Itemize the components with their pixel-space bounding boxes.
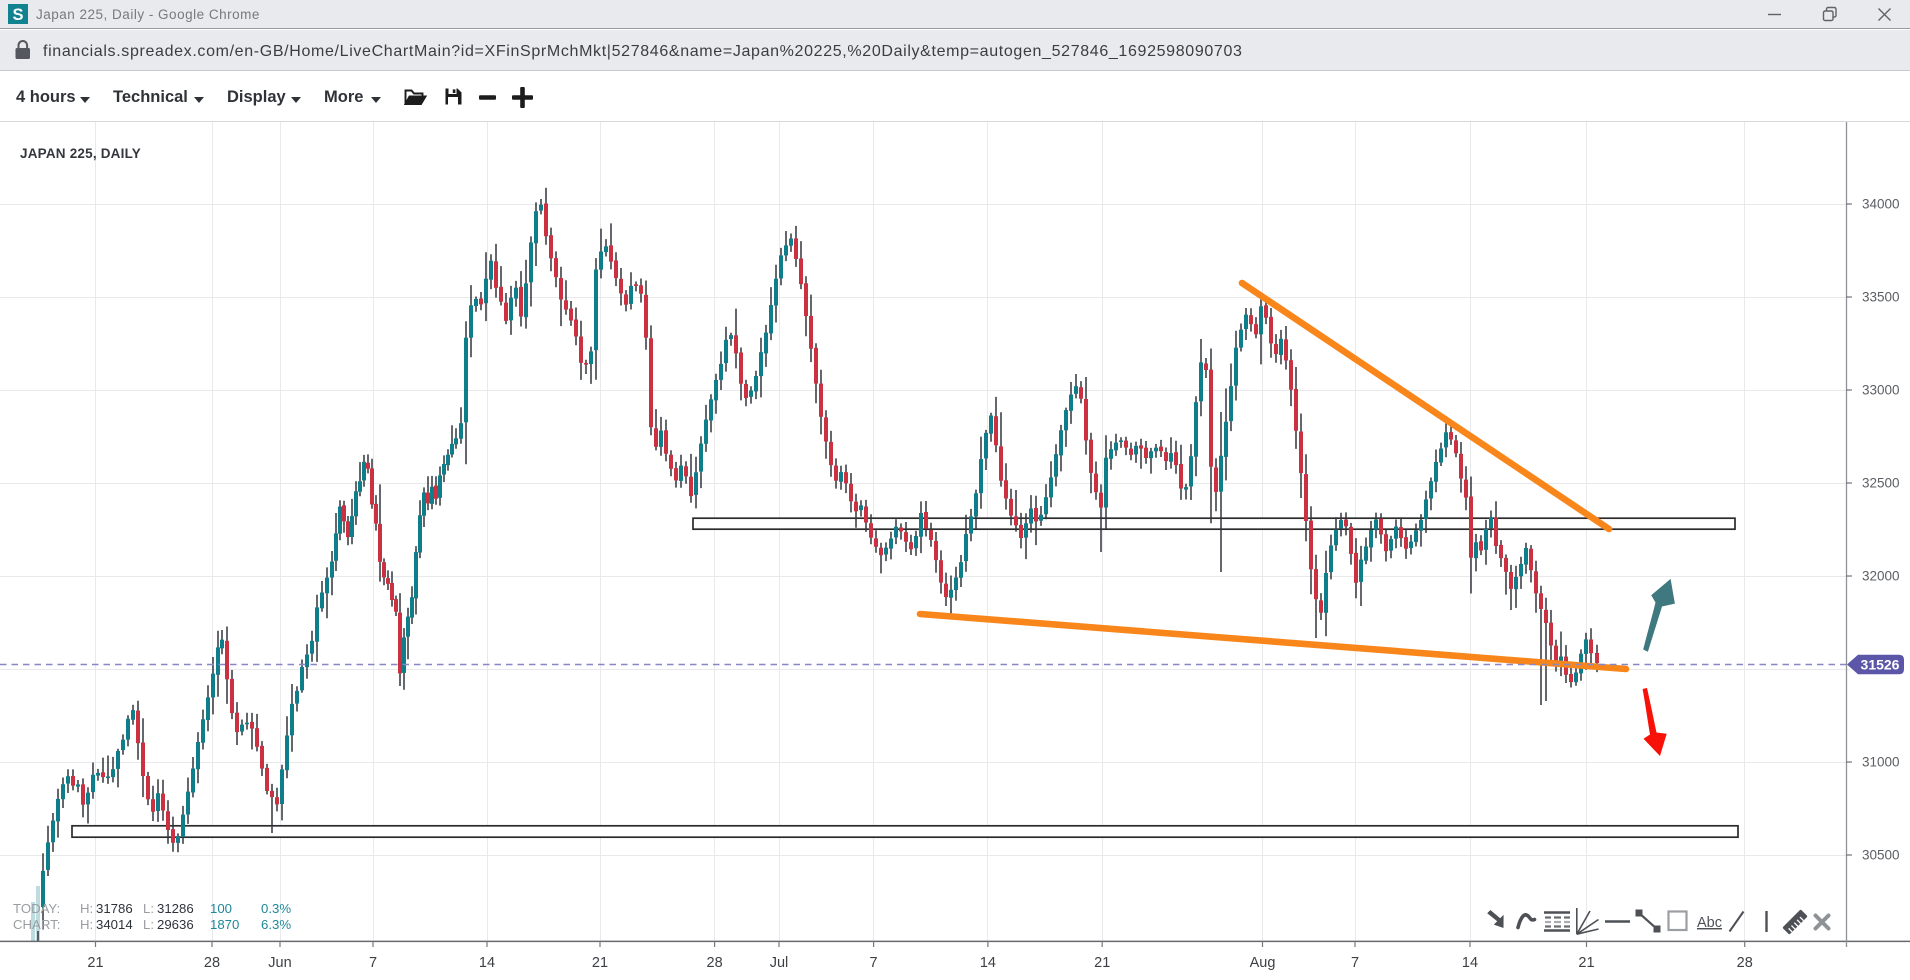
svg-text:34000: 34000 xyxy=(1862,197,1900,212)
svg-text:34014: 34014 xyxy=(96,917,133,932)
svg-text:28: 28 xyxy=(707,955,723,971)
svg-text:21: 21 xyxy=(592,955,608,971)
svg-text:L:: L: xyxy=(143,901,154,916)
svg-text:31786: 31786 xyxy=(96,901,133,916)
svg-text:30500: 30500 xyxy=(1862,848,1900,863)
svg-text:31286: 31286 xyxy=(157,901,194,916)
svg-text:H:: H: xyxy=(80,917,93,932)
svg-text:33500: 33500 xyxy=(1862,290,1900,305)
svg-text:100: 100 xyxy=(210,901,232,916)
svg-text:7: 7 xyxy=(369,955,377,971)
svg-text:28: 28 xyxy=(1737,955,1753,971)
svg-text:14: 14 xyxy=(980,955,996,971)
svg-text:32500: 32500 xyxy=(1862,476,1900,491)
svg-text:JAPAN 225, DAILY: JAPAN 225, DAILY xyxy=(20,146,141,161)
svg-text:TODAY:: TODAY: xyxy=(13,901,60,916)
svg-text:Abc: Abc xyxy=(1697,915,1722,931)
svg-text:32000: 32000 xyxy=(1862,569,1900,584)
svg-text:29636: 29636 xyxy=(157,917,194,932)
svg-text:31000: 31000 xyxy=(1862,755,1900,770)
svg-text:14: 14 xyxy=(479,955,495,971)
svg-text:28: 28 xyxy=(204,955,220,971)
svg-text:financials.spreadex.com/en-GB/: financials.spreadex.com/en-GB/Home/LiveC… xyxy=(43,43,1243,60)
svg-text:1870: 1870 xyxy=(210,917,239,932)
svg-text:7: 7 xyxy=(870,955,878,971)
svg-text:31526: 31526 xyxy=(1861,657,1900,673)
svg-text:14: 14 xyxy=(1462,955,1478,971)
svg-text:L:: L: xyxy=(143,917,154,932)
svg-text:CHART:: CHART: xyxy=(13,917,60,932)
svg-text:21: 21 xyxy=(87,955,103,971)
svg-text:Japan 225, Daily - Google Chro: Japan 225, Daily - Google Chrome xyxy=(36,7,260,22)
svg-text:Jun: Jun xyxy=(268,955,291,971)
svg-text:S: S xyxy=(12,6,23,24)
svg-text:33000: 33000 xyxy=(1862,383,1900,398)
svg-text:0.3%: 0.3% xyxy=(261,901,291,916)
svg-text:H:: H: xyxy=(80,901,93,916)
svg-text:Jul: Jul xyxy=(770,955,789,971)
svg-text:21: 21 xyxy=(1094,955,1110,971)
svg-text:7: 7 xyxy=(1351,955,1359,971)
svg-text:21: 21 xyxy=(1578,955,1594,971)
svg-text:6.3%: 6.3% xyxy=(261,917,291,932)
svg-text:Aug: Aug xyxy=(1250,955,1276,971)
